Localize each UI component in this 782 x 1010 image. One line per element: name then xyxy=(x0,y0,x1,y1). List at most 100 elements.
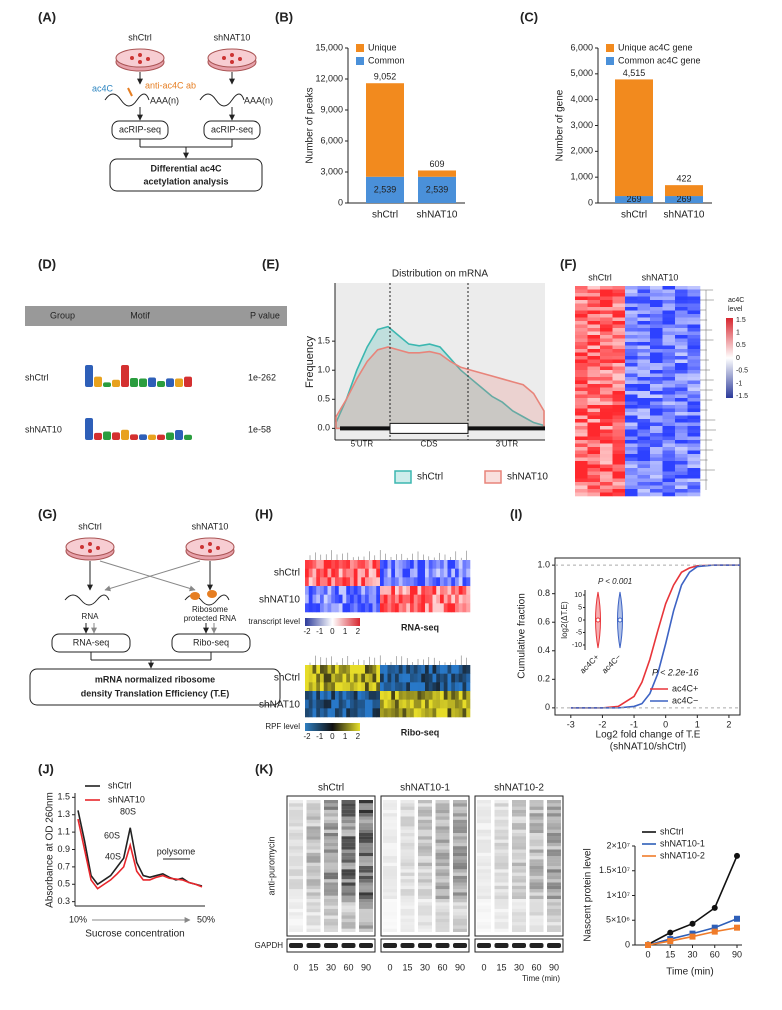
lane-label: 90 xyxy=(455,962,465,972)
blot-band xyxy=(306,879,321,883)
plot-bg xyxy=(335,283,545,440)
blot-band xyxy=(324,885,338,890)
blot-band xyxy=(306,899,321,903)
heatmap-cell xyxy=(353,699,358,709)
heatmap-cell xyxy=(587,457,601,462)
heatmap-cell xyxy=(413,586,418,595)
heatmap-cell xyxy=(650,454,663,458)
blot-band xyxy=(547,833,561,837)
heatmap-cell xyxy=(662,303,676,308)
heatmap-cell xyxy=(466,708,471,718)
point xyxy=(689,933,696,940)
heatmap-cell xyxy=(327,708,332,718)
heatmap-cell xyxy=(662,454,676,458)
heatmap-cell xyxy=(410,568,415,578)
inset-category: ac4C+ xyxy=(578,652,601,675)
heatmap-cell xyxy=(575,398,588,402)
lane-label: 30 xyxy=(420,962,430,972)
heatmap-cell xyxy=(575,328,588,332)
blot-band xyxy=(494,816,509,820)
blot-band xyxy=(494,833,509,837)
heatmap-cell xyxy=(368,568,373,578)
blot-band xyxy=(529,908,544,913)
blot-band xyxy=(512,800,526,804)
blot-band xyxy=(494,885,509,890)
heatmap-cell xyxy=(391,682,396,692)
blot-band xyxy=(529,892,544,896)
heatmap-cell xyxy=(687,475,701,479)
heatmap-cell xyxy=(410,665,415,674)
blot-band xyxy=(512,908,526,913)
blot-band xyxy=(341,846,356,850)
blot-band xyxy=(494,895,509,899)
heatmap-cell xyxy=(625,314,638,318)
heatmap-cell xyxy=(587,440,601,444)
heatmap-cell xyxy=(662,468,676,472)
heatmap-cell xyxy=(600,321,613,325)
heatmap-cell xyxy=(406,699,411,709)
blot-band xyxy=(306,819,321,824)
blot-band xyxy=(383,912,397,916)
method-label: acRIP-seq xyxy=(211,124,253,134)
heatmap-cell xyxy=(687,422,701,427)
heatmap-cell xyxy=(361,594,366,604)
blot-band xyxy=(306,806,321,810)
heatmap-cell xyxy=(687,384,701,388)
heatmap-cell xyxy=(421,673,426,683)
heatmap-cell xyxy=(440,708,445,718)
heatmap-cell xyxy=(346,577,351,587)
colorbar-tick: -2 xyxy=(303,732,311,741)
heatmap-cell xyxy=(637,352,651,357)
heatmap-cell xyxy=(687,471,701,476)
blot-band xyxy=(512,852,526,857)
blot-band xyxy=(324,889,338,893)
heatmap-cell xyxy=(346,665,351,674)
blot-band xyxy=(289,849,303,853)
heatmap-cell xyxy=(612,373,626,378)
heatmap-cell xyxy=(687,345,701,350)
heatmap-cell xyxy=(466,560,471,569)
heatmap-cell xyxy=(612,387,626,392)
heatmap-cell xyxy=(391,586,396,595)
heatmap-cell xyxy=(312,568,317,578)
x-axis-label: (shNAT10/shCtrl) xyxy=(610,742,687,753)
heatmap-cell xyxy=(600,363,613,367)
heatmap-cell xyxy=(625,429,638,434)
blot-band xyxy=(547,862,561,866)
heatmap-cell xyxy=(335,682,340,692)
heatmap-cell xyxy=(425,699,430,709)
heatmap-cell xyxy=(575,387,588,392)
blot-band xyxy=(383,849,397,853)
heatmap-cell xyxy=(600,356,613,360)
blot-band xyxy=(289,813,303,817)
heatmap-cell xyxy=(357,586,362,595)
blot-band xyxy=(512,889,526,893)
heatmap-cell xyxy=(625,426,638,430)
heatmap-cell xyxy=(350,673,355,683)
heatmap-cell xyxy=(600,352,613,357)
legend-swatch xyxy=(484,470,502,484)
heatmap-cell xyxy=(637,356,651,360)
blot-band xyxy=(529,885,544,890)
blot-band xyxy=(383,819,397,824)
heatmap-cell xyxy=(575,471,588,476)
blot-band xyxy=(435,833,450,837)
x-end-label: 10% xyxy=(69,914,87,924)
colorbar xyxy=(305,723,360,731)
blot-band xyxy=(435,809,450,814)
heatmap-cell xyxy=(612,454,626,458)
blot-band xyxy=(494,823,509,827)
blot-band xyxy=(453,922,467,926)
heatmap-cell xyxy=(612,328,626,332)
blot-band xyxy=(494,809,509,814)
heatmap-cell xyxy=(612,303,626,308)
heatmap-cell xyxy=(462,682,467,692)
blot-band xyxy=(359,813,373,817)
blot-band xyxy=(418,846,432,850)
heatmap-cell xyxy=(600,331,613,336)
heatmap-cell xyxy=(662,482,676,486)
group-label: shCtrl xyxy=(274,568,300,579)
heatmap-cell xyxy=(662,436,676,441)
blot-band xyxy=(477,885,491,890)
heatmap-cell xyxy=(687,457,701,462)
